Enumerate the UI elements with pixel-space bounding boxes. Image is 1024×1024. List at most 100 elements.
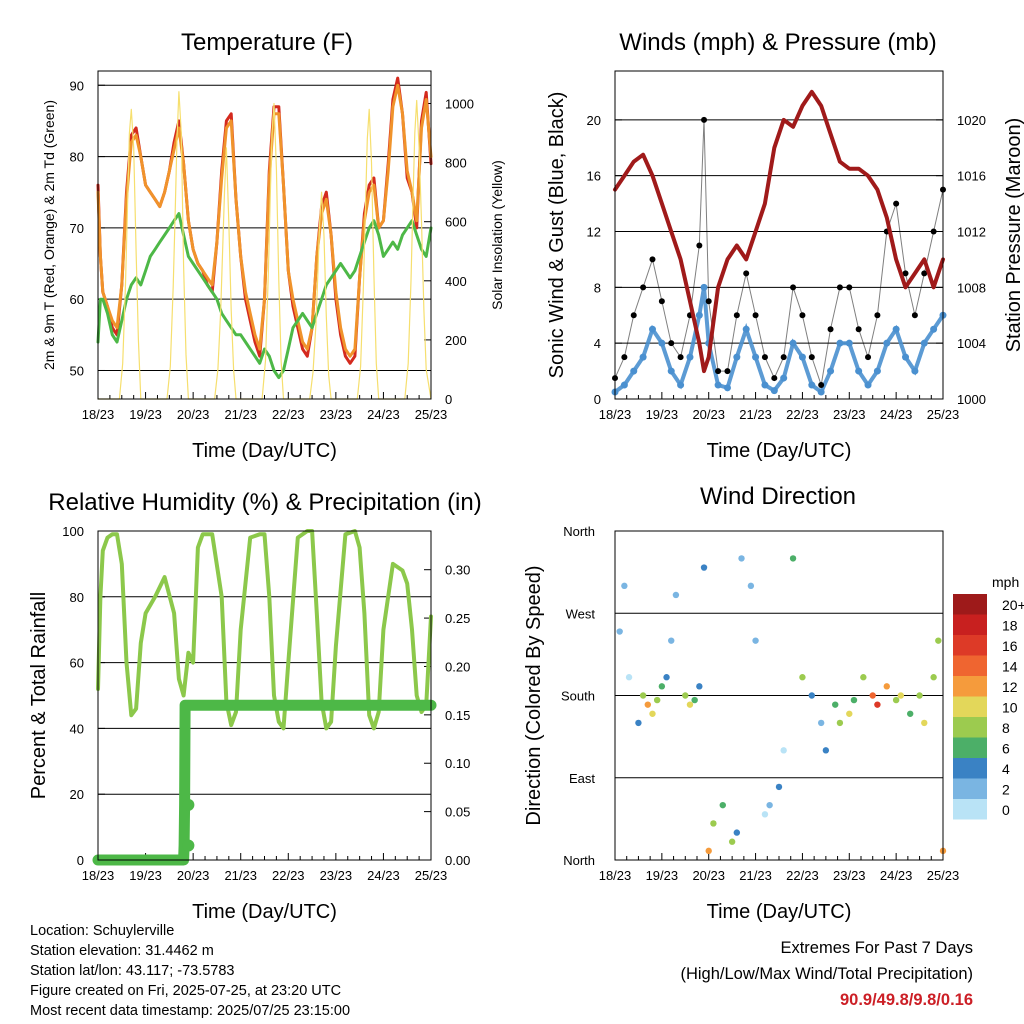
wind-point bbox=[701, 116, 708, 123]
plot-frame bbox=[614, 530, 944, 861]
legend-swatch bbox=[953, 737, 987, 758]
y-tick-label: 90 bbox=[70, 78, 84, 93]
y-tick-label: 100 bbox=[62, 524, 84, 539]
y-tick-label: 50 bbox=[70, 363, 84, 378]
extremes-values: 90.9/49.8/9.8/0.16 bbox=[839, 991, 973, 1009]
y-axis-label: Direction (Colored By Speed) bbox=[523, 565, 545, 825]
x-tick-label: 19/23 bbox=[129, 407, 162, 422]
y-tick-label: 40 bbox=[70, 721, 84, 736]
x-tick-label: 21/23 bbox=[224, 407, 257, 422]
x-tick-label: 23/23 bbox=[833, 868, 866, 883]
direction-point bbox=[649, 710, 656, 717]
extremes-subtitle: (High/Low/Max Wind/Total Precipitation) bbox=[680, 965, 973, 983]
direction-point bbox=[836, 719, 844, 727]
elevation-text: Station elevation: 31.4462 m bbox=[30, 943, 214, 959]
legend-title: mph bbox=[992, 574, 1019, 590]
x-tick-label: 18/23 bbox=[82, 407, 115, 422]
x-tick-label: 19/23 bbox=[129, 868, 162, 883]
legend-label: 4 bbox=[1002, 761, 1010, 777]
direction-point bbox=[635, 719, 642, 727]
chart-title: Temperature (F) bbox=[181, 29, 353, 56]
y-right-tick-label: 0.00 bbox=[445, 853, 470, 868]
legend-swatch bbox=[953, 696, 987, 717]
x-tick-label: 25/23 bbox=[927, 407, 960, 422]
y-tick-label: 0 bbox=[594, 392, 601, 407]
legend-label: 16 bbox=[1002, 638, 1018, 654]
x-tick-label: 22/23 bbox=[786, 868, 819, 883]
x-tick-label: 20/23 bbox=[692, 407, 725, 422]
direction-point bbox=[672, 591, 680, 599]
direction-point bbox=[616, 628, 623, 635]
direction-point bbox=[663, 674, 670, 681]
y-tick-label: West bbox=[566, 606, 596, 621]
direction-point bbox=[738, 555, 745, 562]
y-tick-label: 70 bbox=[70, 221, 84, 236]
direction-point bbox=[930, 674, 937, 681]
direction-point bbox=[639, 692, 647, 699]
legend-label: 6 bbox=[1002, 741, 1010, 757]
plot-frame bbox=[97, 530, 432, 861]
chart-title: Wind Direction bbox=[700, 483, 856, 510]
direction-point bbox=[789, 555, 797, 562]
x-tick-label: 22/23 bbox=[272, 868, 305, 883]
y-tick-label: North bbox=[563, 853, 595, 868]
x-tick-label: 25/23 bbox=[415, 868, 448, 883]
location-text: Location: Schuylerville bbox=[30, 923, 175, 939]
direction-point bbox=[799, 674, 806, 681]
y-right-tick-label: 1000 bbox=[445, 97, 474, 112]
direction-point bbox=[710, 820, 717, 827]
y-right-axis-label: Solar Insolation (Yellow) bbox=[489, 160, 505, 310]
direction-point bbox=[728, 838, 736, 845]
wind-series-line bbox=[613, 286, 945, 396]
x-tick-label: 23/23 bbox=[320, 868, 353, 883]
x-tick-label: 23/23 bbox=[320, 407, 353, 422]
plot-frame bbox=[97, 70, 432, 400]
y-right-tick-label: 400 bbox=[445, 274, 467, 289]
direction-point bbox=[705, 847, 712, 855]
x-axis-label: Time (Day/UTC) bbox=[192, 901, 337, 923]
direction-point bbox=[700, 564, 708, 571]
x-tick-label: 18/23 bbox=[599, 868, 632, 883]
x-tick-label: 21/23 bbox=[739, 868, 772, 883]
y-tick-label: 16 bbox=[587, 169, 601, 184]
direction-point bbox=[691, 696, 698, 704]
direction-point bbox=[822, 747, 830, 754]
series-line bbox=[96, 529, 433, 731]
chart-title: Relative Humidity (%) & Precipitation (i… bbox=[48, 489, 481, 516]
x-tick-label: 24/23 bbox=[367, 868, 400, 883]
x-axis-label: Time (Day/UTC) bbox=[192, 440, 337, 462]
x-tick-label: 21/23 bbox=[224, 868, 257, 883]
direction-point bbox=[892, 696, 900, 704]
y-tick-label: 4 bbox=[594, 336, 601, 351]
x-tick-label: 25/23 bbox=[415, 407, 448, 422]
direction-point bbox=[733, 829, 741, 836]
recent-text: Most recent data timestamp: 2025/07/25 2… bbox=[30, 1003, 351, 1019]
direction-point bbox=[761, 811, 769, 818]
station-info: Location: Schuylerville Station elevatio… bbox=[30, 921, 550, 1021]
y-tick-label: 80 bbox=[70, 150, 84, 165]
legend-swatch bbox=[953, 758, 987, 779]
x-tick-label: 25/23 bbox=[927, 868, 960, 883]
extremes-title: Extremes For Past 7 Days bbox=[780, 939, 973, 957]
legend-label: 8 bbox=[1002, 720, 1010, 736]
y-tick-label: 0 bbox=[77, 853, 84, 868]
direction-point bbox=[621, 582, 628, 590]
y-tick-label: East bbox=[569, 771, 595, 786]
legend-swatch bbox=[953, 676, 987, 697]
direction-point bbox=[874, 701, 881, 708]
direction-point bbox=[883, 683, 890, 690]
direction-point bbox=[775, 783, 783, 791]
x-tick-label: 24/23 bbox=[880, 407, 913, 422]
y-right-tick-label: 0.30 bbox=[445, 563, 470, 578]
x-tick-label: 21/23 bbox=[739, 407, 772, 422]
direction-point bbox=[869, 692, 876, 699]
direction-point bbox=[897, 692, 905, 699]
y-right-tick-label: 1008 bbox=[957, 280, 986, 295]
plot-frame bbox=[614, 70, 944, 400]
x-axis-label: Time (Day/UTC) bbox=[707, 440, 852, 462]
direction-point bbox=[850, 696, 858, 704]
legend-label: 14 bbox=[1002, 659, 1018, 675]
x-tick-label: 20/23 bbox=[177, 407, 210, 422]
series-line bbox=[96, 212, 433, 380]
